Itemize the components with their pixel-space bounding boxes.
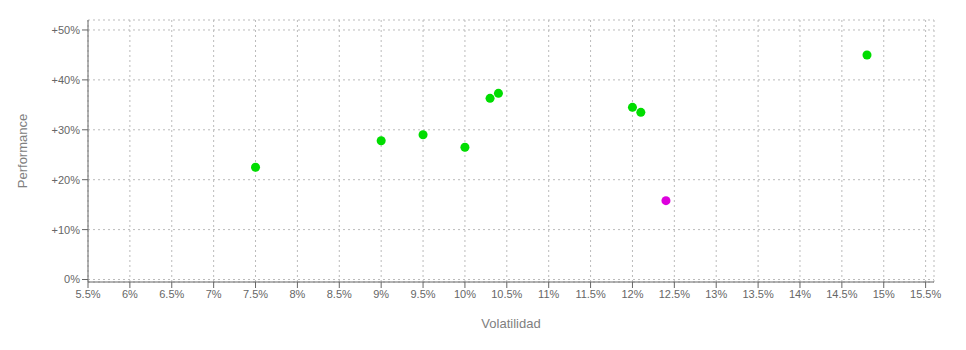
svg-text:11%: 11% bbox=[538, 288, 559, 300]
svg-text:9%: 9% bbox=[373, 288, 389, 300]
svg-text:+30%: +30% bbox=[52, 124, 81, 136]
svg-text:15%: 15% bbox=[873, 288, 895, 300]
svg-text:13%: 13% bbox=[705, 288, 727, 300]
svg-text:+20%: +20% bbox=[52, 174, 81, 186]
svg-text:10.5%: 10.5% bbox=[491, 288, 522, 300]
svg-text:+40%: +40% bbox=[52, 74, 81, 86]
svg-text:9.5%: 9.5% bbox=[411, 288, 436, 300]
svg-text:8%: 8% bbox=[289, 288, 305, 300]
svg-text:15.5%: 15.5% bbox=[910, 288, 941, 300]
svg-text:14.5%: 14.5% bbox=[826, 288, 857, 300]
svg-text:Volatilidad: Volatilidad bbox=[481, 316, 540, 331]
svg-text:10%: 10% bbox=[454, 288, 476, 300]
svg-text:14%: 14% bbox=[789, 288, 811, 300]
svg-text:7.5%: 7.5% bbox=[243, 288, 268, 300]
svg-text:7%: 7% bbox=[206, 288, 222, 300]
svg-text:12.5%: 12.5% bbox=[659, 288, 690, 300]
svg-text:12%: 12% bbox=[621, 288, 643, 300]
svg-text:Performance: Performance bbox=[15, 114, 30, 188]
svg-text:13.5%: 13.5% bbox=[742, 288, 773, 300]
svg-text:11.5%: 11.5% bbox=[575, 288, 606, 300]
svg-text:0%: 0% bbox=[64, 273, 80, 285]
svg-text:+50%: +50% bbox=[52, 24, 81, 36]
svg-text:8.5%: 8.5% bbox=[327, 288, 352, 300]
svg-text:6.5%: 6.5% bbox=[159, 288, 184, 300]
svg-text:5.5%: 5.5% bbox=[75, 288, 100, 300]
svg-text:6%: 6% bbox=[122, 288, 138, 300]
svg-text:+10%: +10% bbox=[52, 224, 81, 236]
